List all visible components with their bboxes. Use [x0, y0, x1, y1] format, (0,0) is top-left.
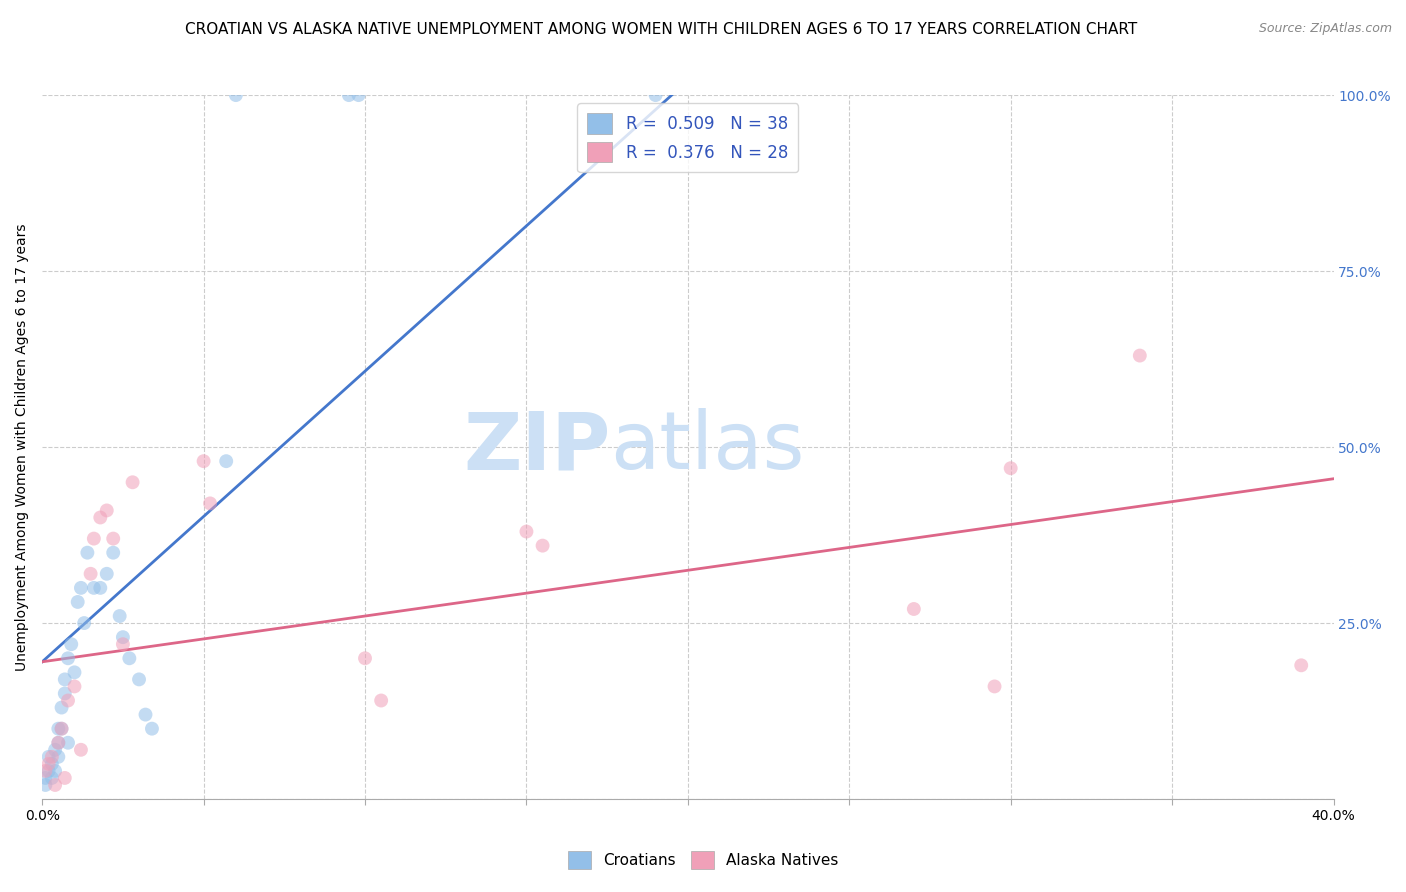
- Point: [198, 496, 221, 510]
- Point: [515, 524, 537, 539]
- Point: [53, 673, 76, 687]
- Point: [644, 88, 666, 103]
- Point: [141, 722, 163, 736]
- Point: [1129, 349, 1152, 363]
- Point: [56, 736, 79, 750]
- Point: [111, 637, 134, 651]
- Legend: Croatians, Alaska Natives: Croatians, Alaska Natives: [561, 845, 845, 875]
- Point: [215, 454, 238, 468]
- Point: [51, 722, 73, 736]
- Point: [1289, 658, 1312, 673]
- Point: [903, 602, 925, 616]
- Point: [38, 764, 60, 778]
- Point: [44, 743, 66, 757]
- Point: [66, 595, 89, 609]
- Point: [73, 616, 96, 631]
- Point: [51, 700, 73, 714]
- Point: [38, 749, 60, 764]
- Text: atlas: atlas: [610, 408, 804, 486]
- Point: [46, 749, 69, 764]
- Point: [83, 581, 105, 595]
- Point: [34, 771, 56, 785]
- Text: ZIP: ZIP: [463, 408, 610, 486]
- Point: [96, 566, 118, 581]
- Point: [347, 88, 370, 103]
- Point: [79, 566, 101, 581]
- Point: [337, 88, 360, 103]
- Legend: R =  0.509   N = 38, R =  0.376   N = 28: R = 0.509 N = 38, R = 0.376 N = 28: [578, 103, 799, 172]
- Point: [118, 651, 141, 665]
- Text: Source: ZipAtlas.com: Source: ZipAtlas.com: [1258, 22, 1392, 36]
- Point: [53, 771, 76, 785]
- Point: [44, 778, 66, 792]
- Point: [44, 764, 66, 778]
- Point: [89, 581, 111, 595]
- Point: [103, 546, 125, 560]
- Point: [1000, 461, 1022, 475]
- Point: [41, 749, 63, 764]
- Point: [56, 693, 79, 707]
- Point: [63, 665, 86, 680]
- Point: [89, 510, 111, 524]
- Point: [983, 680, 1005, 694]
- Text: CROATIAN VS ALASKA NATIVE UNEMPLOYMENT AMONG WOMEN WITH CHILDREN AGES 6 TO 17 YE: CROATIAN VS ALASKA NATIVE UNEMPLOYMENT A…: [184, 22, 1137, 37]
- Point: [51, 722, 73, 736]
- Point: [370, 693, 392, 707]
- Point: [121, 475, 143, 490]
- Point: [108, 609, 131, 624]
- Point: [134, 707, 156, 722]
- Point: [70, 581, 93, 595]
- Point: [103, 532, 125, 546]
- Point: [354, 651, 377, 665]
- Point: [41, 771, 63, 785]
- Point: [193, 454, 215, 468]
- Y-axis label: Unemployment Among Women with Children Ages 6 to 17 years: Unemployment Among Women with Children A…: [15, 223, 30, 671]
- Point: [60, 637, 83, 651]
- Point: [46, 736, 69, 750]
- Point: [76, 546, 98, 560]
- Point: [70, 743, 93, 757]
- Point: [225, 88, 247, 103]
- Point: [111, 630, 134, 644]
- Point: [53, 686, 76, 700]
- Point: [41, 756, 63, 771]
- Point: [63, 680, 86, 694]
- Point: [46, 736, 69, 750]
- Point: [531, 539, 554, 553]
- Point: [38, 756, 60, 771]
- Point: [96, 503, 118, 517]
- Point: [83, 532, 105, 546]
- Point: [128, 673, 150, 687]
- Point: [46, 722, 69, 736]
- Point: [34, 764, 56, 778]
- Point: [34, 778, 56, 792]
- Point: [56, 651, 79, 665]
